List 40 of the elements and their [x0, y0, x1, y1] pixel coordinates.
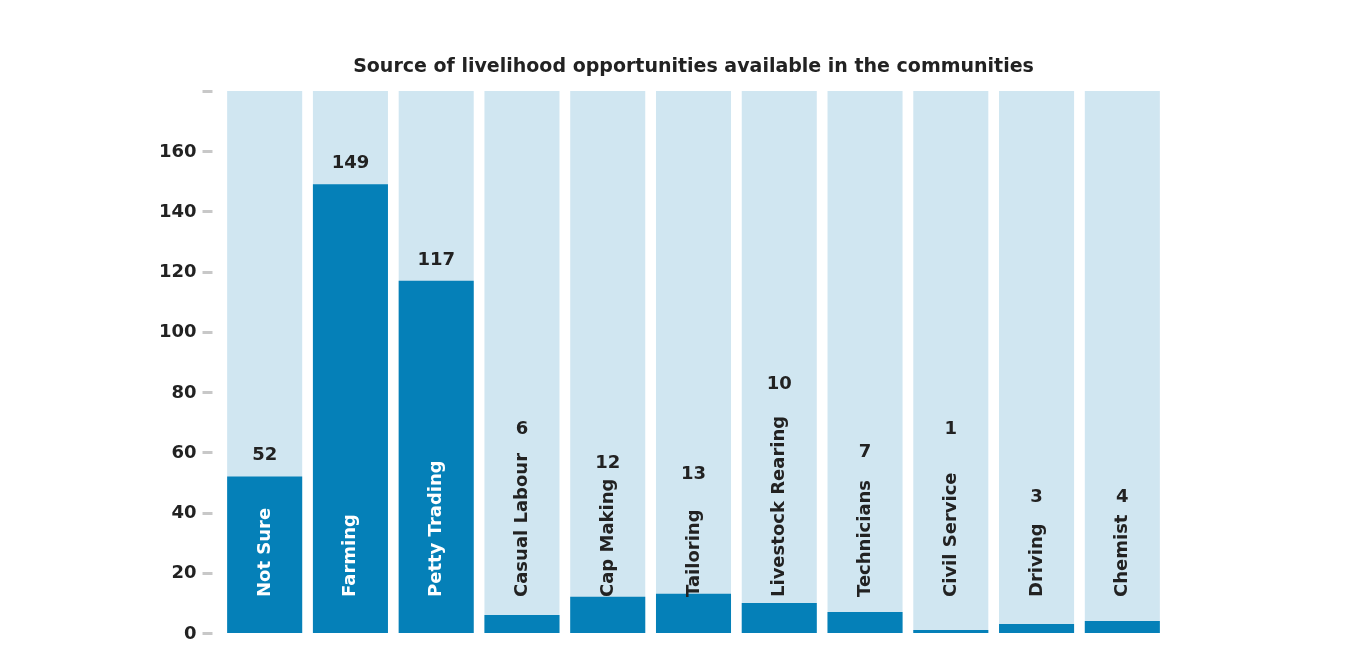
bar — [827, 611, 903, 633]
annotation: 6 — [515, 417, 529, 439]
bar — [570, 596, 646, 633]
annotation: 4 — [1116, 484, 1129, 506]
x-tick-label: Technicians — [853, 479, 875, 597]
annotation: 3 — [1030, 484, 1043, 506]
y-tick-label: 140 — [158, 199, 197, 221]
annotation: 13 — [680, 462, 707, 484]
y-tick-label: 100 — [158, 320, 197, 342]
y-tick-label: 80 — [171, 380, 197, 402]
annotation: 7 — [858, 439, 872, 461]
bar — [741, 602, 817, 633]
annotation: 12 — [595, 451, 621, 472]
bar — [484, 614, 560, 633]
x-tick-label: Driving — [1024, 523, 1046, 597]
x-tick-label: Casual Labour — [509, 452, 531, 597]
x-tick-label: Farming — [338, 514, 360, 597]
bar — [913, 629, 989, 633]
data-label: 52 — [252, 443, 278, 465]
annotation: 10 — [766, 371, 792, 393]
y-tick-label: 20 — [171, 561, 197, 583]
bar — [999, 623, 1075, 633]
x-tick-label: Livestock Rearing — [767, 415, 789, 597]
x-tick-label: Chemist — [1110, 514, 1132, 597]
x-tick-label: Tailoring — [681, 509, 703, 597]
x-tick-label: Petty Trading — [424, 460, 446, 597]
bar — [227, 476, 303, 633]
y-tick-label: 60 — [171, 440, 197, 462]
bar — [1084, 620, 1160, 633]
x-tick-label: Not Sure — [252, 507, 274, 597]
x-tick-label: Civil Service — [938, 472, 960, 597]
data-label: 149 — [331, 151, 370, 173]
y-tick-label: 40 — [171, 501, 197, 523]
y-tick-label: 0 — [183, 621, 197, 643]
x-tick-label: Cap Making — [595, 478, 617, 597]
y-tick-label: 160 — [158, 139, 197, 161]
data-label: 117 — [417, 247, 455, 269]
y-tick-label: 120 — [158, 260, 197, 282]
chart-title: Source of livelihood opportunities available in the communities — [353, 53, 1034, 76]
annotation: 1 — [944, 417, 958, 439]
